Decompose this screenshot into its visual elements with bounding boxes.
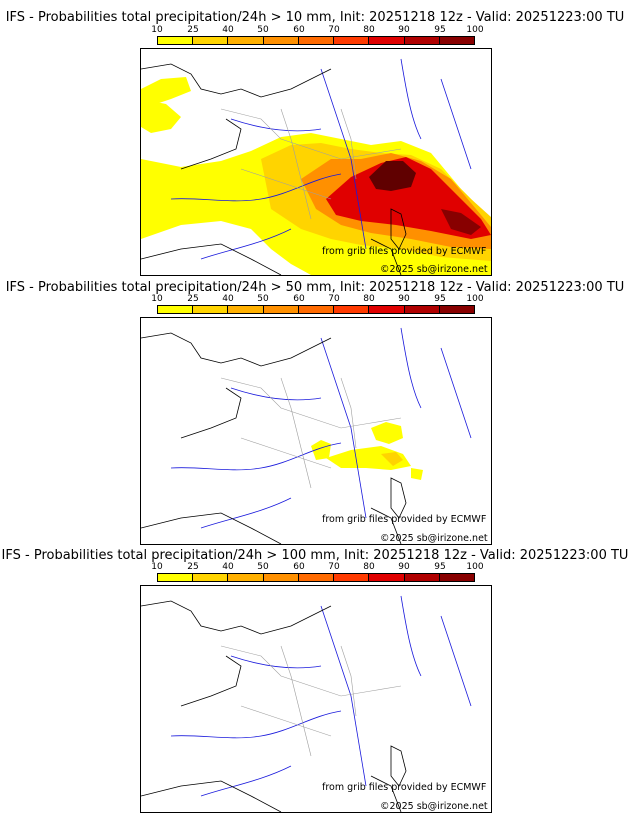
colorbar-segment: [404, 306, 440, 313]
colorbar-segment: [439, 306, 474, 313]
colorbar-tick: 25: [187, 25, 199, 35]
regional-borders: [220, 108, 402, 220]
colorbar-segment: [369, 37, 405, 44]
colorbar-segment: [298, 306, 335, 313]
panel-3-copyright: ©2025 sb@irizone.net: [380, 801, 488, 812]
colorbar-tick: 60: [293, 294, 305, 304]
colorbar-tick: 40: [222, 294, 234, 304]
colorbar-segment: [439, 37, 474, 44]
colorbar-tick: 90: [398, 562, 410, 572]
regional-borders: [220, 377, 402, 489]
colorbar-segment: [193, 574, 229, 581]
colorbar-segment: [193, 306, 229, 313]
colorbar-tick: 90: [398, 294, 410, 304]
colorbar-segment: [263, 306, 299, 313]
colorbar-tick: 95: [434, 294, 446, 304]
colorbar-segment: [404, 37, 440, 44]
colorbar-segment: [298, 37, 335, 44]
colorbar-tick: 10: [151, 562, 163, 572]
coastlines: [141, 63, 407, 275]
colorbar-segment: [439, 574, 474, 581]
colorbar-tick: 100: [466, 562, 484, 572]
colorbar-tick: 80: [363, 25, 375, 35]
panel-2-copyright: ©2025 sb@irizone.net: [380, 533, 488, 544]
prob-area-yellow-alps: [371, 422, 403, 444]
colorbar-tick: 50: [257, 294, 269, 304]
panel-2-title: IFS - Probabilities total precipitation/…: [5, 280, 625, 295]
coastlines: [141, 600, 407, 812]
colorbar-segment: [228, 306, 264, 313]
panel-1-map: [140, 48, 492, 276]
colorbar-tick: 95: [434, 25, 446, 35]
colorbar-tick: 25: [187, 294, 199, 304]
prob-area-gold: [381, 452, 403, 466]
prob-area-darkred-east: [441, 209, 481, 235]
colorbar-segment: [263, 37, 299, 44]
panel-3-source-credit: from grib files provided by ECMWF: [322, 782, 487, 793]
rivers: [170, 58, 472, 260]
panel-2-colorbar: [157, 305, 475, 314]
panel-2-map-canvas: [141, 327, 472, 544]
colorbar-tick: 80: [363, 294, 375, 304]
colorbar-segment: [334, 306, 370, 313]
panel-3-map-canvas: [141, 595, 472, 812]
colorbar-tick: 50: [257, 25, 269, 35]
panel-1-title: IFS - Probabilities total precipitation/…: [5, 10, 625, 25]
colorbar-tick: 10: [151, 294, 163, 304]
rivers: [170, 327, 472, 529]
colorbar-segment: [193, 37, 229, 44]
colorbar-tick: 60: [293, 25, 305, 35]
colorbar-segment: [334, 574, 370, 581]
colorbar-segment: [298, 574, 335, 581]
colorbar-tick: 70: [328, 25, 340, 35]
panel-3-title: IFS - Probabilities total precipitation/…: [1, 548, 629, 563]
panel-2-map: [140, 317, 492, 545]
panel-2-source-credit: from grib files provided by ECMWF: [322, 514, 487, 525]
rivers: [170, 595, 472, 797]
colorbar-segment: [404, 574, 440, 581]
colorbar-tick: 10: [151, 25, 163, 35]
prob-area-yellow-north: [141, 99, 181, 133]
colorbar-segment: [334, 37, 370, 44]
colorbar-segment: [369, 306, 405, 313]
colorbar-tick: 50: [257, 562, 269, 572]
colorbar-tick: 40: [222, 25, 234, 35]
colorbar-segment: [158, 37, 194, 44]
prob-area-yellow-coast: [326, 446, 411, 470]
colorbar-tick: 60: [293, 562, 305, 572]
prob-area-yellow-corsica: [411, 468, 423, 480]
colorbar-tick: 40: [222, 562, 234, 572]
panel-1-map-canvas: [141, 58, 491, 275]
panel-1-copyright: ©2025 sb@irizone.net: [380, 264, 488, 275]
colorbar-tick: 70: [328, 562, 340, 572]
prob-area-yellow-west: [141, 77, 191, 109]
colorbar-tick: 25: [187, 562, 199, 572]
panel-1-colorbar: [157, 36, 475, 45]
panel-1-source-credit: from grib files provided by ECMWF: [322, 246, 487, 257]
colorbar-segment: [228, 37, 264, 44]
colorbar-tick: 95: [434, 562, 446, 572]
colorbar-segment: [158, 306, 194, 313]
colorbar-tick: 100: [466, 294, 484, 304]
colorbar-tick: 90: [398, 25, 410, 35]
colorbar-segment: [158, 574, 194, 581]
colorbar-segment: [369, 574, 405, 581]
colorbar-tick: 70: [328, 294, 340, 304]
panel-3-map: [140, 585, 492, 813]
prob-area-yellow: [311, 440, 331, 460]
panel-3-colorbar: [157, 573, 475, 582]
prob-area-darkred: [369, 161, 416, 191]
colorbar-segment: [263, 574, 299, 581]
colorbar-tick: 80: [363, 562, 375, 572]
coastlines: [141, 332, 407, 544]
colorbar-segment: [228, 574, 264, 581]
colorbar-tick: 100: [466, 25, 484, 35]
regional-borders: [220, 645, 402, 757]
